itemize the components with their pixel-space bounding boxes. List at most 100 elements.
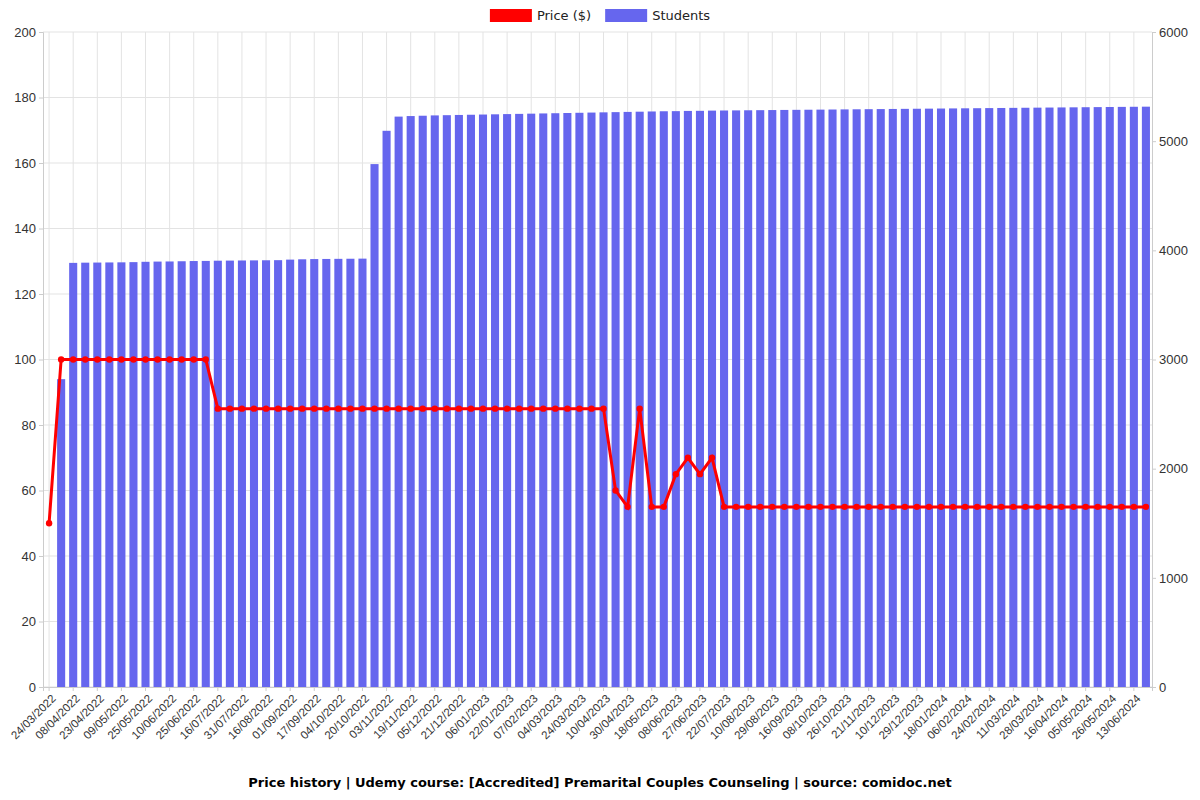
- line-series: [46, 356, 1149, 526]
- tick-mark: [290, 687, 291, 691]
- marker: [890, 504, 896, 510]
- tick-mark: [1152, 360, 1156, 361]
- marker: [1082, 504, 1088, 510]
- tick-mark: [39, 622, 43, 623]
- bar: [298, 259, 306, 687]
- bar: [841, 109, 849, 687]
- bar: [226, 261, 234, 687]
- bar: [648, 111, 656, 687]
- marker: [299, 405, 305, 411]
- tick-mark: [458, 687, 459, 691]
- marker: [697, 471, 703, 477]
- marker: [118, 356, 124, 362]
- bar: [1070, 107, 1078, 687]
- marker: [829, 504, 835, 510]
- plot-area: [46, 107, 1150, 687]
- bar: [479, 115, 487, 687]
- marker: [1143, 504, 1149, 510]
- tick: 20: [22, 614, 43, 629]
- bar: [997, 108, 1005, 687]
- tick: 200: [14, 25, 43, 40]
- tick-mark: [39, 294, 43, 295]
- bar: [515, 114, 523, 687]
- bar: [925, 109, 933, 687]
- tick-mark: [121, 687, 122, 691]
- marker: [685, 455, 691, 461]
- tick-mark: [39, 163, 43, 164]
- tick-mark: [916, 687, 917, 691]
- tick: 140: [14, 221, 43, 236]
- bar: [69, 263, 77, 687]
- tick-mark: [507, 687, 508, 691]
- bar: [768, 110, 776, 687]
- bar: [443, 115, 451, 687]
- bar: [334, 259, 342, 687]
- tick-mark: [941, 687, 942, 691]
- tick-label: 13/06/2024: [1093, 692, 1143, 742]
- tick-mark: [39, 491, 43, 492]
- marker: [468, 405, 474, 411]
- y2-axis: 0100020003000400050006000: [1152, 25, 1188, 695]
- tick-label: 20: [22, 614, 36, 629]
- marker: [516, 405, 522, 411]
- bar: [708, 111, 716, 687]
- marker: [902, 504, 908, 510]
- tick: 5000: [1152, 134, 1188, 149]
- bar: [539, 113, 547, 687]
- tick-mark: [1133, 687, 1134, 691]
- bar: [395, 117, 403, 687]
- marker: [914, 504, 920, 510]
- tick-mark: [989, 687, 990, 691]
- axis-line: [39, 33, 44, 688]
- marker: [673, 471, 679, 477]
- marker: [383, 405, 389, 411]
- grid: [43, 32, 1152, 687]
- marker: [456, 405, 462, 411]
- bar: [93, 263, 101, 687]
- bar: [1082, 107, 1090, 687]
- bar: [756, 110, 764, 687]
- marker: [709, 455, 715, 461]
- marker: [1107, 504, 1113, 510]
- marker: [359, 405, 365, 411]
- tick: 180: [14, 90, 43, 105]
- bar: [1009, 108, 1017, 687]
- tick-mark: [145, 687, 146, 691]
- bar: [828, 110, 836, 687]
- marker: [649, 504, 655, 510]
- tick-mark: [338, 687, 339, 691]
- tick-label: 200: [14, 25, 36, 40]
- bar: [612, 112, 620, 687]
- tick: 40: [22, 549, 43, 564]
- bar: [310, 259, 318, 687]
- marker: [1046, 504, 1052, 510]
- bar: [286, 260, 294, 687]
- bar: [961, 108, 969, 687]
- tick: 60: [22, 483, 43, 498]
- bar: [1094, 107, 1102, 687]
- bar: [141, 262, 149, 687]
- tick-mark: [772, 687, 773, 691]
- marker: [612, 487, 618, 493]
- tick-mark: [651, 687, 652, 691]
- legend-item: Price ($): [490, 8, 591, 23]
- tick-mark: [434, 687, 435, 691]
- marker: [215, 405, 221, 411]
- tick-mark: [217, 687, 218, 691]
- bar: [57, 379, 65, 687]
- bar: [865, 109, 873, 687]
- bar: [732, 110, 740, 687]
- legend-swatch: [605, 9, 647, 22]
- bar: [467, 115, 475, 687]
- marker: [998, 504, 1004, 510]
- bar: [1033, 108, 1041, 687]
- legend-item: Students: [605, 8, 710, 23]
- marker: [841, 504, 847, 510]
- tick-mark: [724, 687, 725, 691]
- tick-mark: [1013, 687, 1014, 691]
- marker: [588, 405, 594, 411]
- tick-mark: [314, 687, 315, 691]
- tick-mark: [820, 687, 821, 691]
- tick-mark: [531, 687, 532, 691]
- tick: 2000: [1152, 461, 1188, 476]
